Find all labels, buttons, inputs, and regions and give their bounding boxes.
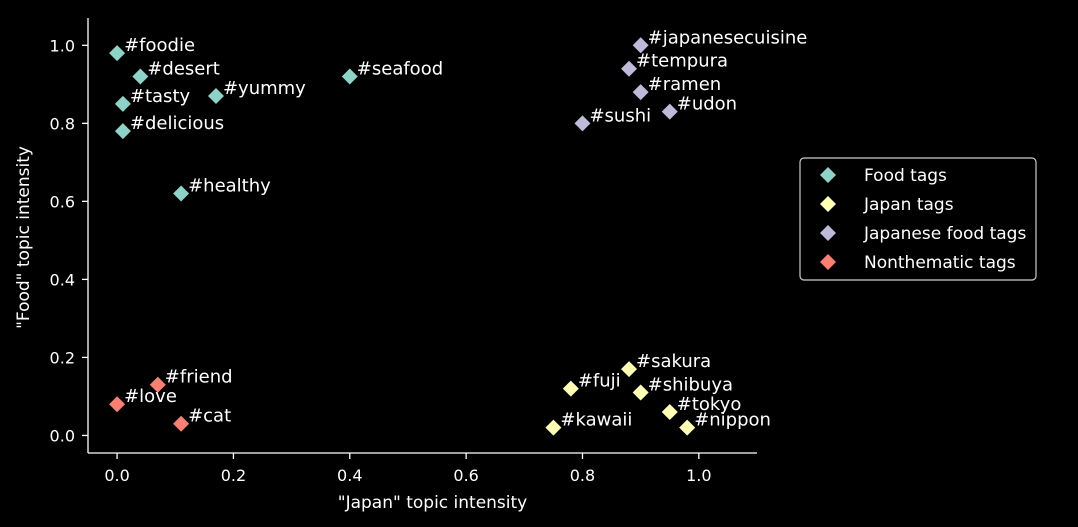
legend-label: Nonthematic tags <box>864 253 1016 273</box>
point-labels: #foodie #desert #tasty #yummy #delicious #sea… <box>124 27 807 430</box>
point-label: #tasty <box>130 86 191 107</box>
point-label: #nippon <box>694 410 771 431</box>
data-point <box>114 123 131 140</box>
data-point <box>632 384 649 401</box>
legend-marker <box>820 167 836 183</box>
data-point <box>341 68 358 85</box>
legend-marker <box>820 254 836 270</box>
ticks: 0.0 0.2 0.4 0.6 0.8 1.0 0.0 0.2 0.4 0.6 0.8 1.0 <box>50 36 712 485</box>
point-label: #foodie <box>124 35 195 56</box>
point-label: #tokyo <box>677 394 742 415</box>
data-point <box>149 376 166 393</box>
axes <box>87 18 757 454</box>
y-tick-label: 0.8 <box>50 114 75 133</box>
data-point <box>621 361 638 378</box>
legend: Food tags Japan tags Japanese food tags Non… <box>799 157 1037 281</box>
y-tick-label: 1.0 <box>50 36 75 55</box>
data-point <box>621 60 638 77</box>
data-point <box>207 88 224 105</box>
x-axis-label: "Japan" topic intensity <box>338 493 528 513</box>
data-point <box>132 68 149 85</box>
data-point <box>114 95 131 112</box>
legend-label: Japanese food tags <box>863 224 1026 244</box>
point-label: #seafood <box>357 59 443 80</box>
data-point <box>574 115 591 132</box>
legend-marker <box>820 196 836 212</box>
data-point <box>679 419 696 436</box>
data-point <box>109 45 126 62</box>
x-tick-label: 0.8 <box>570 466 595 485</box>
point-label: #ramen <box>648 74 722 95</box>
y-tick-label: 0.2 <box>50 348 75 367</box>
x-tick-label: 0.2 <box>221 466 246 485</box>
x-tick-label: 1.0 <box>686 466 711 485</box>
point-label: #yummy <box>223 78 306 99</box>
legend-label: Japan tags <box>863 195 954 215</box>
data-point <box>661 404 678 421</box>
data-point <box>545 419 562 436</box>
legend-frame <box>799 157 1037 281</box>
x-tick-label: 0.0 <box>104 466 129 485</box>
x-tick-label: 0.6 <box>453 466 478 485</box>
data-point <box>632 84 649 101</box>
data-point <box>661 103 678 120</box>
point-label: #cat <box>188 406 231 427</box>
y-tick-label: 0.4 <box>50 270 75 289</box>
x-tick-label: 0.4 <box>337 466 362 485</box>
point-label: #kawaii <box>560 410 632 431</box>
data-point <box>562 380 579 397</box>
legend-marker <box>820 225 836 241</box>
data-point <box>109 396 126 413</box>
point-label: #japanesecuisine <box>648 27 808 48</box>
point-label: #udon <box>677 94 737 115</box>
y-axis-label: "Food" topic intensity <box>14 146 34 329</box>
data-point <box>173 415 190 432</box>
y-tick-label: 0.0 <box>50 426 75 445</box>
point-label: #sushi <box>589 105 651 126</box>
data-point <box>632 37 649 54</box>
point-label: #shibuya <box>648 375 733 396</box>
point-label: #love <box>124 386 177 407</box>
legend-label: Food tags <box>864 166 947 186</box>
point-label: #fuji <box>578 371 621 392</box>
point-label: #sakura <box>636 351 711 372</box>
data-points <box>109 37 696 436</box>
point-label: #friend <box>165 367 233 388</box>
y-tick-label: 0.6 <box>50 192 75 211</box>
data-point <box>173 185 190 202</box>
point-label: #delicious <box>130 113 224 134</box>
point-label: #healthy <box>188 176 271 197</box>
point-label: #tempura <box>636 51 728 72</box>
point-label: #desert <box>147 59 220 80</box>
